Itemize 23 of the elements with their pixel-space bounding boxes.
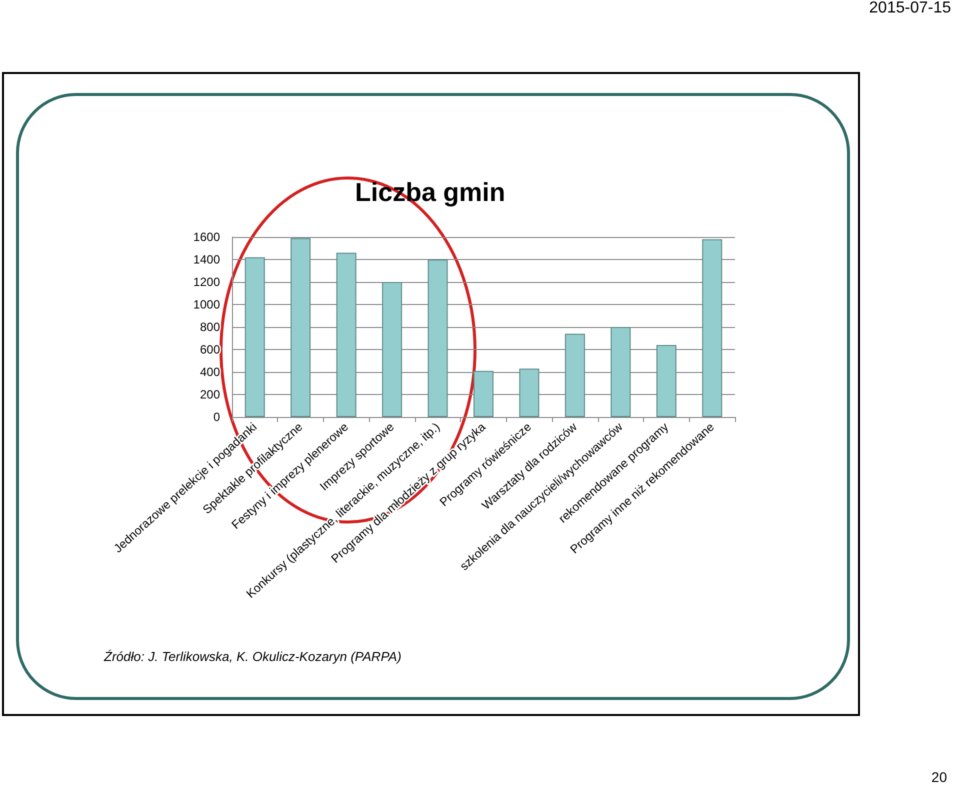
bar (610, 327, 631, 417)
y-tick-label: 800 (200, 320, 220, 334)
text: 2015-07-15 (869, 0, 952, 16)
y-tick-label: 0 (213, 410, 220, 424)
bar (428, 260, 448, 417)
bar (656, 345, 676, 417)
y-tick-label: 400 (200, 365, 220, 379)
text: 20 (931, 769, 948, 785)
bar (474, 370, 494, 417)
y-tick-label: 1200 (193, 275, 220, 289)
bar (336, 252, 356, 417)
text: Źródło: J. Terlikowska, K. Okulicz-Kozaryn (PARPA) (103, 649, 402, 664)
bar (290, 238, 311, 417)
bar (244, 257, 265, 417)
y-tick-label: 1400 (193, 252, 220, 266)
y-tick-label: 200 (200, 388, 220, 402)
bar (519, 368, 540, 417)
y-tick-label: 600 (200, 342, 220, 356)
y-tick-label: 1600 (193, 230, 220, 244)
bar (702, 239, 722, 417)
bar (382, 282, 402, 417)
y-tick-label: 1000 (193, 298, 220, 312)
bar (564, 334, 585, 417)
